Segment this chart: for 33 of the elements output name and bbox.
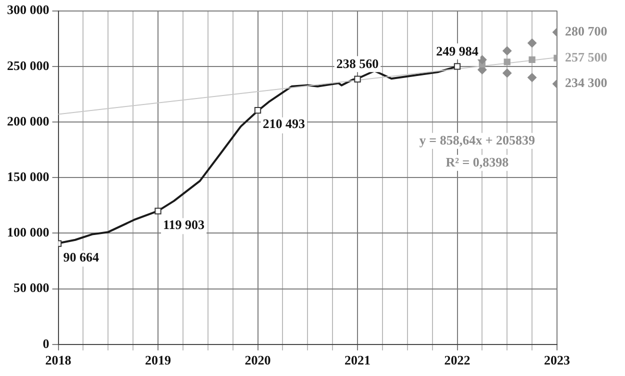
y-tick-label: 300 000 — [7, 2, 50, 18]
data-label: 280 700 — [565, 24, 608, 39]
data-label: 210 493 — [262, 116, 306, 132]
y-tick-label: 150 000 — [7, 168, 50, 184]
x-tick-label: 2018 — [45, 352, 72, 368]
y-tick-label: 50 000 — [14, 280, 50, 296]
data-label: 257 500 — [565, 49, 608, 64]
annotation: y = 858,64x + 205839 — [419, 132, 536, 148]
data-label: 119 903 — [163, 216, 206, 232]
point — [504, 58, 510, 66]
y-tick-label: 0 — [42, 336, 50, 351]
point — [254, 107, 262, 114]
y-tick-label: 100 000 — [7, 224, 50, 240]
data-label: 249 984 — [436, 43, 479, 58]
x-tick-label: 2022 — [444, 352, 470, 368]
point — [528, 56, 536, 64]
point — [528, 73, 537, 82]
y-tick-label: 200 000 — [7, 113, 50, 128]
x-tick-label: 2021 — [344, 352, 370, 368]
data-label: 234 300 — [565, 75, 608, 90]
data-label: 90 664 — [63, 249, 100, 264]
x-tick-label: 2023 — [544, 352, 570, 368]
point — [454, 63, 461, 70]
point — [502, 46, 512, 56]
point — [154, 208, 162, 214]
y-tick-label: 250 000 — [7, 58, 50, 73]
x-tick-label: 2020 — [244, 352, 271, 368]
point — [502, 68, 512, 78]
x-tick-label: 2019 — [145, 352, 172, 368]
point — [528, 38, 537, 48]
data-label: 238 560 — [336, 56, 379, 71]
point — [354, 76, 361, 82]
annotation: R² = 0,8398 — [446, 154, 510, 170]
